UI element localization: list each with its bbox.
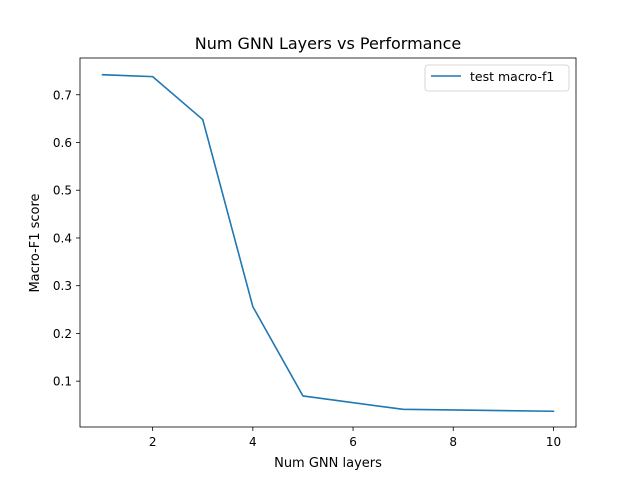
y-tick-label: 0.6 xyxy=(53,136,72,150)
y-tick-label: 0.2 xyxy=(53,327,72,341)
x-axis-label: Num GNN layers xyxy=(274,456,382,471)
series-line-test-macro-f1 xyxy=(101,73,555,413)
x-tick-label: 6 xyxy=(349,435,357,449)
y-tick-label: 0.4 xyxy=(53,231,72,245)
y-axis: 0.1 0.2 0.3 0.4 0.5 0.6 0.7 xyxy=(53,88,80,389)
y-tick-label: 0.1 xyxy=(53,375,72,389)
y-tick-label: 0.3 xyxy=(53,279,72,293)
y-tick-label: 0.7 xyxy=(53,88,72,102)
legend-label: test macro-f1 xyxy=(470,69,554,84)
x-axis: 2 4 6 8 10 xyxy=(149,427,561,449)
y-tick-label: 0.5 xyxy=(53,184,72,198)
chart-title: Num GNN Layers vs Performance xyxy=(195,34,462,53)
x-tick-label: 2 xyxy=(149,435,157,449)
x-tick-label: 8 xyxy=(449,435,457,449)
plot-area xyxy=(80,58,576,427)
legend-box xyxy=(424,64,570,92)
plot-frame xyxy=(79,57,577,428)
y-axis-label: Macro-F1 score xyxy=(28,193,43,292)
x-tick-label: 4 xyxy=(249,435,257,449)
x-tick-label: 10 xyxy=(546,435,561,449)
legend: test macro-f1 xyxy=(424,64,570,92)
